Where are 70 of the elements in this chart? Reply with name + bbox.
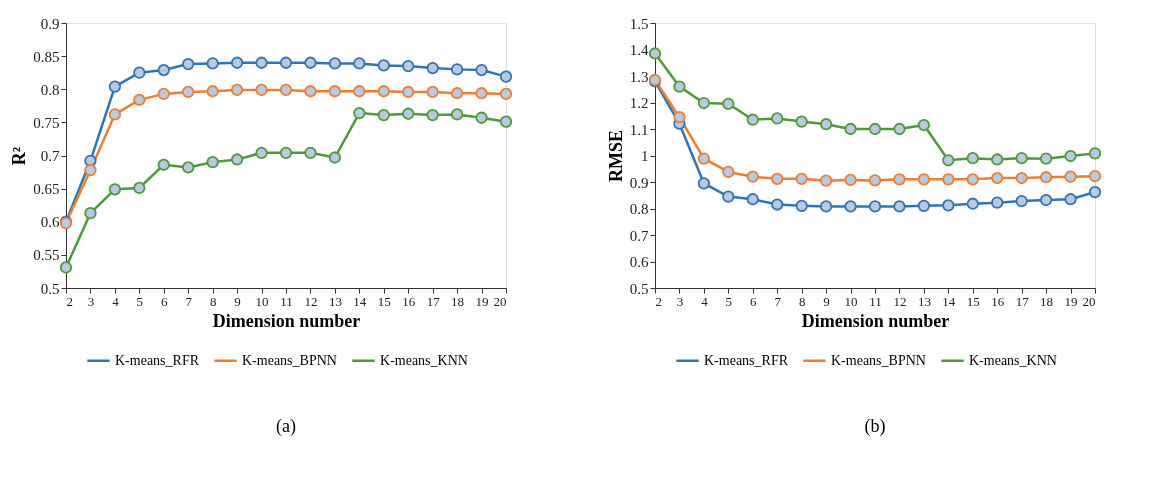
- y-tick-label: 1: [641, 148, 649, 164]
- y-tick-label: 1.5: [629, 15, 649, 32]
- y-tick-label: 0.7: [629, 227, 649, 244]
- x-tick-label: 10: [255, 293, 269, 309]
- y-tick-label: 0.9: [629, 174, 649, 191]
- y-tick-label: 0.55: [33, 247, 60, 264]
- x-tick-label: 9: [823, 293, 830, 309]
- x-tick-label: 14: [942, 293, 956, 309]
- y-tick-label: 1.2: [629, 95, 649, 111]
- x-axis-title: Dimension number: [801, 310, 950, 331]
- x-tick-label: 2: [66, 293, 73, 309]
- y-tick-label: 0.6: [629, 254, 649, 270]
- x-tick-label: 7: [185, 293, 193, 309]
- y-tick-label: 1.1: [629, 121, 649, 138]
- legend-label: K-means_RFR: [704, 352, 789, 368]
- y-tick-label: 0.8: [40, 81, 60, 98]
- x-tick-label: 9: [234, 293, 241, 309]
- x-axis-title: Dimension number: [212, 310, 361, 331]
- x-tick-label: 6: [750, 293, 758, 309]
- y-tick-label: 0.75: [33, 114, 60, 131]
- y-tick-label: 0.85: [33, 48, 60, 65]
- legend-label: K-means_BPNN: [831, 352, 926, 368]
- x-tick-label: 3: [676, 293, 684, 309]
- x-tick-label: 20: [1082, 293, 1096, 309]
- x-tick-label: 2: [655, 293, 662, 309]
- x-tick-label: 18: [451, 293, 465, 309]
- x-tick-label: 19: [1064, 293, 1078, 309]
- x-tick-label: 20: [493, 293, 507, 309]
- y-axis-title: R²: [9, 146, 30, 166]
- x-tick-label: 5: [725, 293, 733, 309]
- y-tick-label: 0.5: [629, 280, 649, 297]
- x-tick-label: 4: [112, 293, 120, 309]
- x-tick-label: 12: [304, 293, 318, 309]
- y-tick-label: 0.6: [40, 214, 60, 231]
- legend-label: K-means_KNN: [380, 352, 468, 368]
- legend-label: K-means_BPNN: [242, 352, 337, 368]
- y-axis-title: RMSE: [605, 129, 626, 183]
- x-tick-label: 7: [774, 293, 782, 309]
- y-tick-label: 0.65: [33, 181, 60, 198]
- x-tick-label: 19: [475, 293, 489, 309]
- x-tick-label: 17: [1015, 293, 1030, 309]
- x-tick-label: 12: [893, 293, 907, 309]
- legend-label: K-means_RFR: [115, 352, 200, 368]
- text: (b): [864, 416, 886, 437]
- x-tick-label: 3: [87, 293, 95, 309]
- x-tick-label: 11: [280, 293, 293, 309]
- x-tick-label: 15: [377, 293, 391, 309]
- y-tick-label: 0.9: [40, 15, 60, 32]
- y-tick-label: 0.5: [40, 280, 60, 297]
- x-tick-label: 16: [402, 293, 416, 309]
- x-tick-label: 10: [844, 293, 858, 309]
- text: (a): [276, 416, 296, 437]
- x-tick-label: 16: [991, 293, 1005, 309]
- x-tick-label: 8: [798, 293, 806, 309]
- y-tick-label: 0.7: [40, 148, 60, 164]
- y-tick-label: 0.8: [629, 201, 649, 217]
- x-tick-label: 4: [701, 293, 709, 309]
- x-tick-label: 17: [426, 293, 441, 309]
- x-tick-label: 15: [966, 293, 980, 309]
- x-tick-label: 13: [328, 293, 342, 309]
- x-tick-label: 8: [209, 293, 217, 309]
- legend-label: K-means_KNN: [969, 352, 1057, 368]
- x-tick-label: 6: [161, 293, 169, 309]
- y-tick-label: 1.4: [629, 42, 649, 58]
- x-tick-label: 13: [917, 293, 931, 309]
- x-tick-label: 5: [136, 293, 144, 309]
- x-tick-label: 18: [1040, 293, 1054, 309]
- x-tick-label: 11: [869, 293, 882, 309]
- x-tick-label: 14: [353, 293, 367, 309]
- y-tick-label: 1.3: [629, 68, 649, 85]
